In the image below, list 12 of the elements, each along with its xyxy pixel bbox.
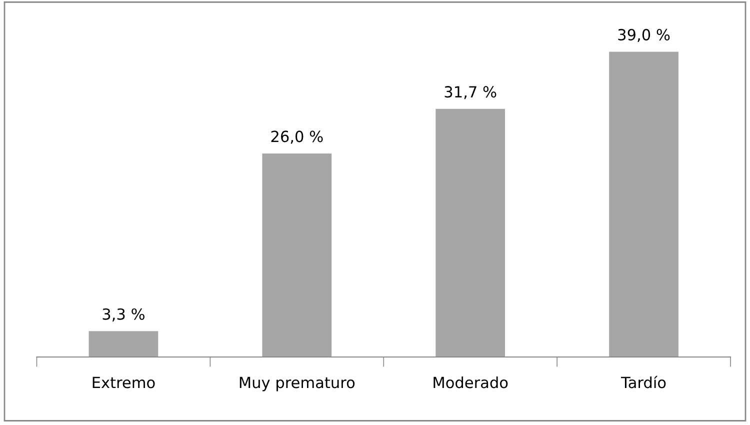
- x-tick-label: Muy prematuro: [240, 376, 355, 392]
- data-label: 31,7 %: [444, 86, 496, 100]
- data-label: 26,0 %: [271, 130, 323, 144]
- x-tick-label: Tardío: [620, 376, 666, 388]
- x-tick-label: Extremo: [92, 376, 155, 388]
- x-tick-label: Moderado: [434, 376, 508, 388]
- bar: [88, 331, 158, 357]
- bar: [262, 154, 332, 357]
- bar: [609, 52, 678, 357]
- bar: [436, 108, 506, 357]
- data-label: 3,3 %: [102, 308, 144, 322]
- data-label: 39,0 %: [618, 28, 670, 42]
